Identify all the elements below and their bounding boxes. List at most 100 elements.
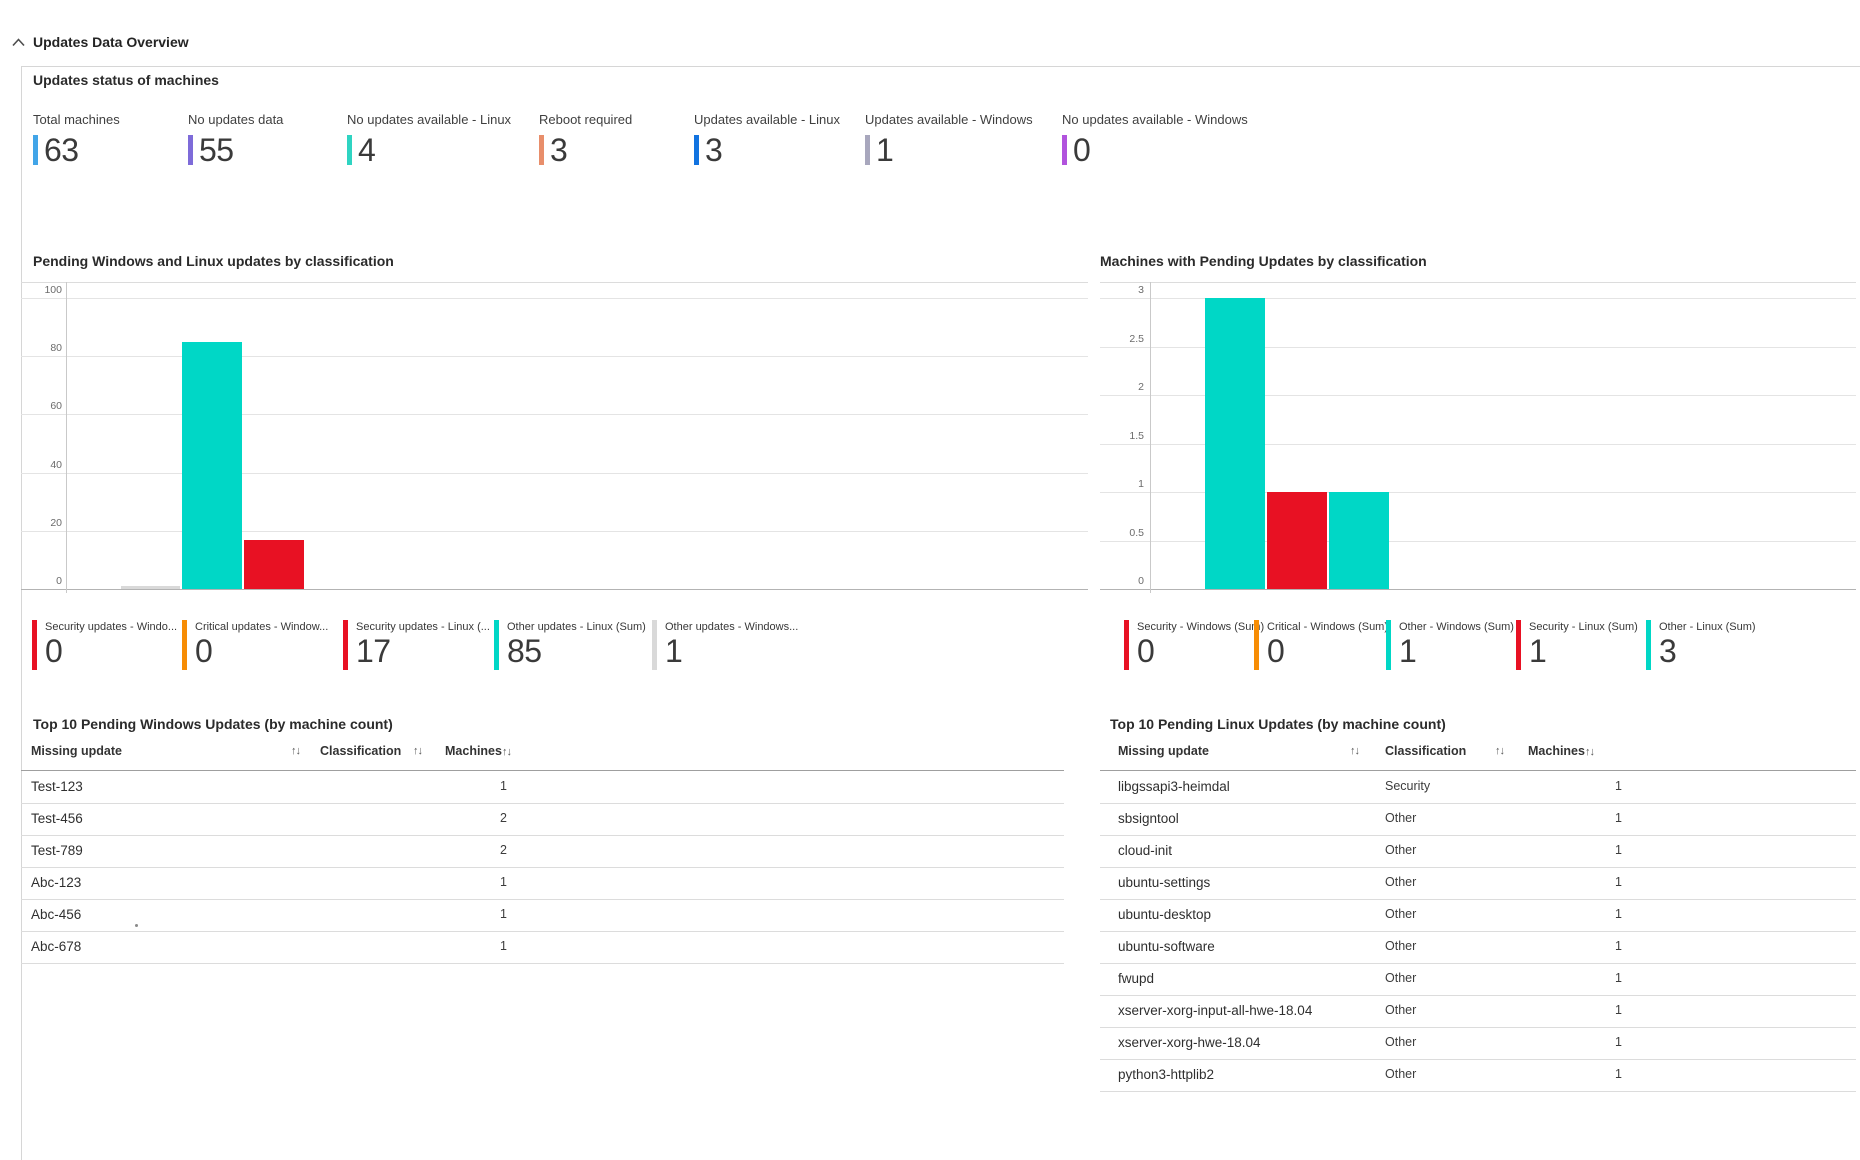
linux-updates-table-row-6[interactable]: ubuntu-software Other 1 xyxy=(1100,932,1856,964)
right-chart-title: Machines with Pending Updates by classif… xyxy=(1100,253,1427,269)
status-tile-value: 0 xyxy=(1073,132,1091,168)
left-chart-kpi-4[interactable]: Other updates - Linux (Sum) 85 xyxy=(494,620,646,670)
status-tile-value: 1 xyxy=(876,132,894,168)
linux-updates-table-sort-icon-missing-update[interactable]: ↑↓ xyxy=(1350,745,1360,757)
windows-updates-table-row-5[interactable]: Abc-456 1 xyxy=(21,900,1064,932)
linux-updates-table-row-3[interactable]: cloud-init Other 1 xyxy=(1100,836,1856,868)
machines-with-pending-updates-chart-ytick-label-2: 2 xyxy=(1138,381,1144,393)
status-color-bar xyxy=(347,135,352,165)
windows-updates-table-header-missing-update[interactable]: Missing update xyxy=(31,744,122,758)
kpi-label: Other updates - Windows... xyxy=(665,621,799,633)
linux-updates-table-row-separator-9 xyxy=(1100,1059,1856,1060)
linux-updates-table-sort-icon-classification[interactable]: ↑↓ xyxy=(1495,745,1505,757)
linux-updates-table-header-missing-update[interactable]: Missing update xyxy=(1118,744,1209,758)
windows-updates-table-sort-icon-classification[interactable]: ↑↓ xyxy=(413,745,423,757)
linux-updates-table-row-1[interactable]: libgssapi3-heimdal Security 1 xyxy=(1100,772,1856,804)
windows-updates-table-row-2[interactable]: Test-456 2 xyxy=(21,804,1064,836)
bar-other-linux[interactable] xyxy=(1205,298,1265,589)
pending-updates-by-classification-chart-gridline-80 xyxy=(21,356,1088,357)
section-collapse-header[interactable]: Updates Data Overview xyxy=(12,34,189,50)
linux-updates-table-row-4[interactable]: ubuntu-settings Other 1 xyxy=(1100,868,1856,900)
linux-updates-table-row-2[interactable]: sbsigntool Other 1 xyxy=(1100,804,1856,836)
status-tile-value: 63 xyxy=(44,132,79,168)
status-tile-7[interactable]: No updates available - Windows 0 xyxy=(1062,112,1248,166)
windows-updates-table-header-machines[interactable]: Machines↑↓ xyxy=(445,744,512,758)
cell-machines: 1 xyxy=(500,939,507,953)
machines-with-pending-updates-chart-ytick-label-1: 1 xyxy=(1138,478,1144,490)
linux-updates-table-row-separator-5 xyxy=(1100,931,1856,932)
cell-missing-update: sbsigntool xyxy=(1118,811,1179,826)
cell-missing-update: xserver-xorg-hwe-18.04 xyxy=(1118,1035,1261,1050)
machines-with-pending-updates-chart-ytick-label-1.5: 1.5 xyxy=(1129,430,1144,442)
status-tile-5[interactable]: Updates available - Linux 3 xyxy=(694,112,840,166)
linux-updates-table-row-9[interactable]: xserver-xorg-hwe-18.04 Other 1 xyxy=(1100,1028,1856,1060)
kpi-value: 1 xyxy=(1399,633,1417,669)
pending-updates-by-classification-chart-gridline-20 xyxy=(21,531,1088,532)
right-chart-kpi-2[interactable]: Critical - Windows (Sum) 0 xyxy=(1254,620,1388,670)
bar-security-updates-linux[interactable] xyxy=(244,540,304,589)
machines-with-pending-updates-chart-ytick-label-0.5: 0.5 xyxy=(1129,527,1144,539)
windows-updates-table-row-1[interactable]: Test-123 1 xyxy=(21,772,1064,804)
windows-updates-table-row-separator-4 xyxy=(21,899,1064,900)
machines-with-pending-updates-chart-y-axis-line xyxy=(1150,282,1151,593)
kpi-label: Other - Windows (Sum) xyxy=(1399,621,1514,633)
cell-machines: 2 xyxy=(500,811,507,825)
left-chart-kpi-2[interactable]: Critical updates - Window... 0 xyxy=(182,620,328,670)
windows-updates-table-row-4[interactable]: Abc-123 1 xyxy=(21,868,1064,900)
cell-machines: 1 xyxy=(1615,907,1622,921)
status-tile-3[interactable]: No updates available - Linux 4 xyxy=(347,112,511,166)
linux-updates-table-row-7[interactable]: fwupd Other 1 xyxy=(1100,964,1856,996)
windows-updates-table-row-6[interactable]: Abc-678 1 xyxy=(21,932,1064,964)
windows-updates-table-row-separator-2 xyxy=(21,835,1064,836)
kpi-label: Security - Linux (Sum) xyxy=(1529,621,1638,633)
status-tile-4[interactable]: Reboot required 3 xyxy=(539,112,632,166)
cell-classification: Other xyxy=(1385,1003,1417,1017)
status-tile-value-row: 55 xyxy=(188,134,283,166)
pending-updates-by-classification-chart-ytick-label-40: 40 xyxy=(50,459,62,471)
status-tile-6[interactable]: Updates available - Windows 1 xyxy=(865,112,1033,166)
right-chart-kpi-5[interactable]: Other - Linux (Sum) 3 xyxy=(1646,620,1756,670)
bar-other-windows[interactable] xyxy=(1329,492,1389,589)
cell-missing-update: Test-123 xyxy=(31,779,83,794)
linux-updates-table-sort-icon-machines[interactable]: ↑↓ xyxy=(1584,746,1595,758)
left-chart-kpi-3[interactable]: Security updates - Linux (... 17 xyxy=(343,620,490,670)
linux-updates-table-header-machines[interactable]: Machines↑↓ xyxy=(1528,744,1595,758)
windows-updates-table-sort-icon-machines[interactable]: ↑↓ xyxy=(501,746,512,758)
linux-updates-table-header-classification[interactable]: Classification xyxy=(1385,744,1467,758)
right-chart-kpi-4[interactable]: Security - Linux (Sum) 1 xyxy=(1516,620,1638,670)
bar-other-updates-linux[interactable] xyxy=(182,342,242,589)
status-tile-value-row: 63 xyxy=(33,134,120,166)
right-chart-kpi-3[interactable]: Other - Windows (Sum) 1 xyxy=(1386,620,1514,670)
status-tile-label: No updates available - Linux xyxy=(347,112,512,127)
machines-with-pending-updates-chart-gridline-2.5 xyxy=(1100,347,1856,348)
pending-updates-by-classification-chart-ytick-label-20: 20 xyxy=(50,517,62,529)
kpi-value: 3 xyxy=(1659,633,1677,669)
machines-with-pending-updates-chart-plot-top-border xyxy=(1100,282,1856,283)
left-chart-kpi-5[interactable]: Other updates - Windows... 1 xyxy=(652,620,798,670)
status-tile-2[interactable]: No updates data 55 xyxy=(188,112,283,166)
windows-updates-table-header-classification[interactable]: Classification xyxy=(320,744,402,758)
status-tile-1[interactable]: Total machines 63 xyxy=(33,112,120,166)
bar-security-linux[interactable] xyxy=(1267,492,1327,589)
linux-updates-table-row-separator-2 xyxy=(1100,835,1856,836)
cell-machines: 1 xyxy=(1615,1035,1622,1049)
linux-updates-table-row-5[interactable]: ubuntu-desktop Other 1 xyxy=(1100,900,1856,932)
cell-missing-update: libgssapi3-heimdal xyxy=(1118,779,1230,794)
status-tile-label: No updates available - Windows xyxy=(1062,112,1248,127)
left-chart-kpi-1[interactable]: Security updates - Windo... 0 xyxy=(32,620,177,670)
right-chart-kpi-1[interactable]: Security - Windows (Sum) 0 xyxy=(1124,620,1264,670)
linux-table-title: Top 10 Pending Linux Updates (by machine… xyxy=(1110,716,1446,732)
pending-updates-by-classification-chart-plot-top-border xyxy=(21,282,1088,283)
linux-updates-table-row-separator-4 xyxy=(1100,899,1856,900)
linux-updates-table-row-10[interactable]: python3-httplib2 Other 1 xyxy=(1100,1060,1856,1092)
windows-updates-table-row-separator-5 xyxy=(21,931,1064,932)
bar-other-updates-windows[interactable] xyxy=(121,586,180,589)
windows-updates-table-row-3[interactable]: Test-789 2 xyxy=(21,836,1064,868)
cell-machines: 1 xyxy=(1615,1067,1622,1081)
windows-updates-table-sort-icon-missing-update[interactable]: ↑↓ xyxy=(291,745,301,757)
cell-machines: 1 xyxy=(1615,971,1622,985)
linux-updates-table-row-8[interactable]: xserver-xorg-input-all-hwe-18.04 Other 1 xyxy=(1100,996,1856,1028)
cell-missing-update: ubuntu-settings xyxy=(1118,875,1211,890)
cell-missing-update: Abc-678 xyxy=(31,939,82,954)
